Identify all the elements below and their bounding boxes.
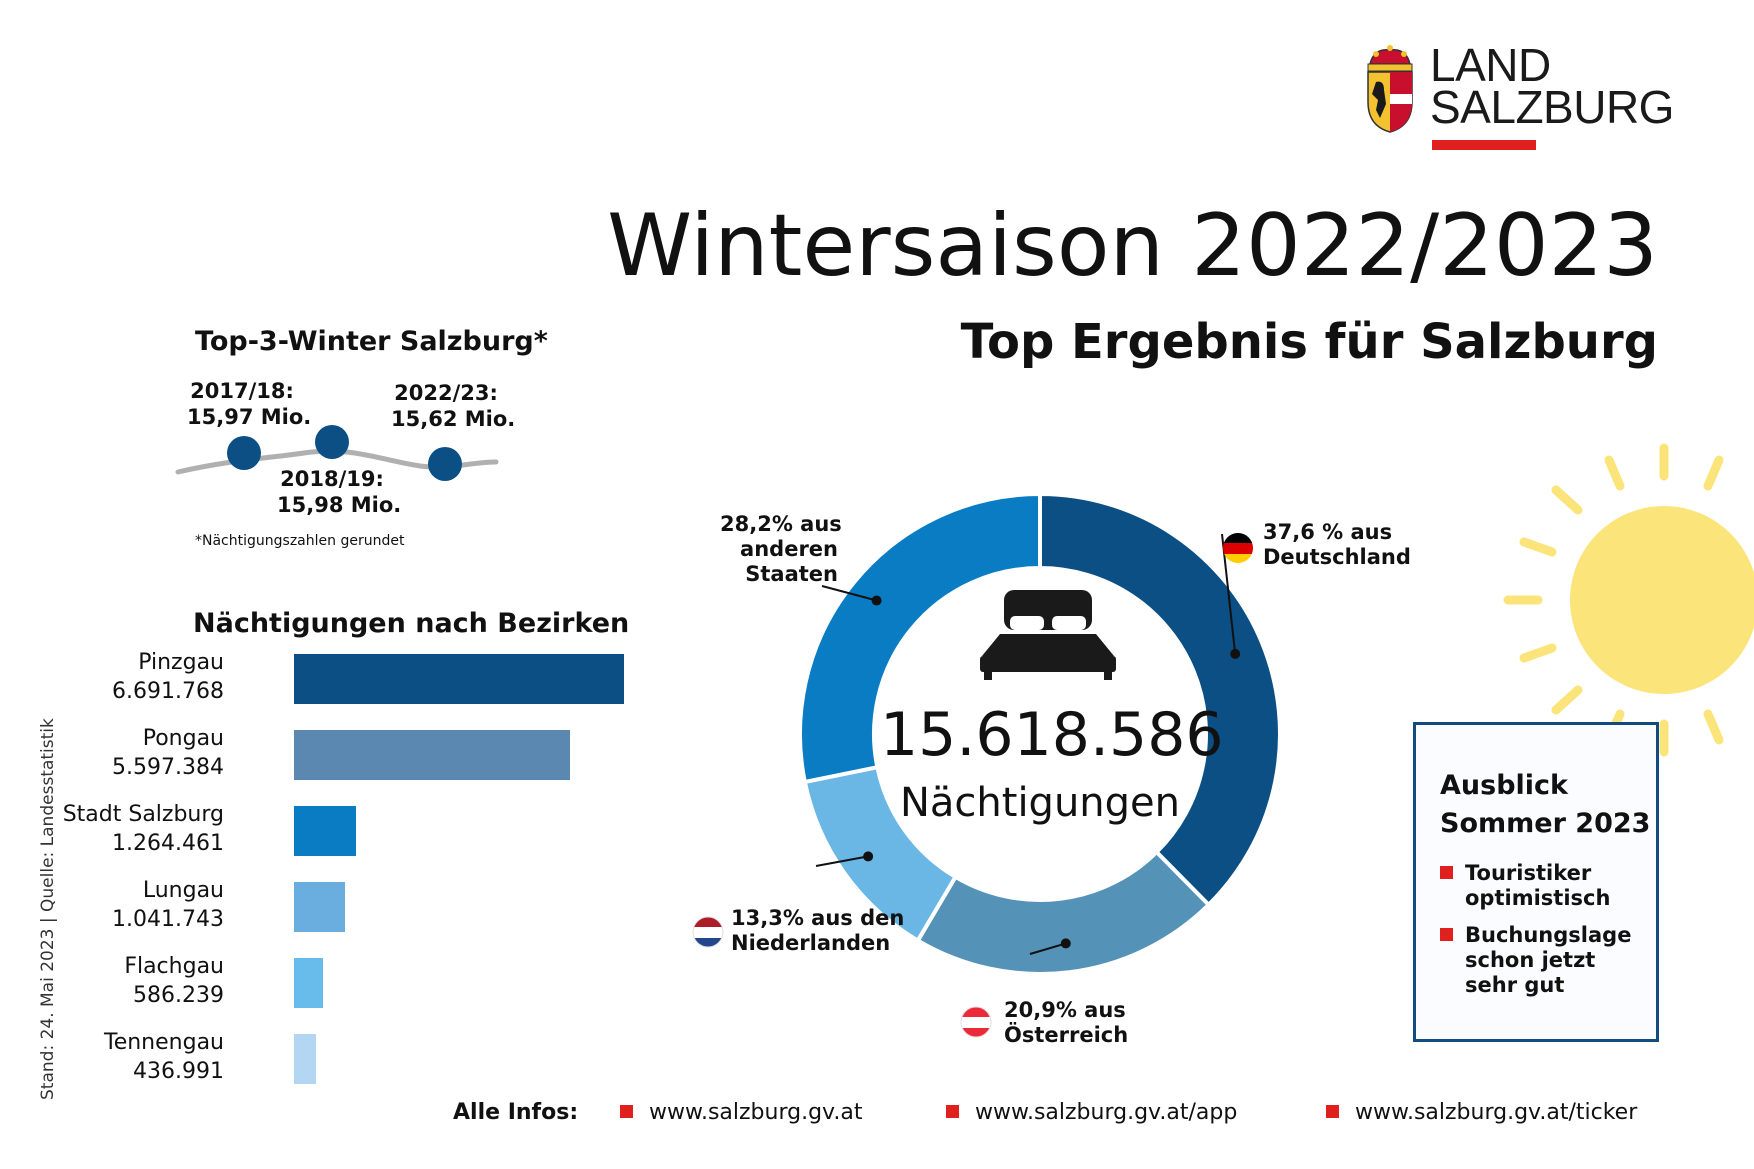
district-bar-chart: Pinzgau 6.691.768 Pongau 5.597.384 Stadt Sal… xyxy=(0,648,700,1098)
bar-value-label: 586.239 xyxy=(133,983,224,1008)
bar-value-label: 1.041.743 xyxy=(112,907,224,932)
top3-point-2018-19 xyxy=(315,425,349,459)
bar-chart-title: Nächtigungen nach Bezirken xyxy=(193,608,630,639)
bar-value-label: 6.691.768 xyxy=(112,679,224,704)
land-salzburg-logo xyxy=(1367,45,1413,133)
bar-category-label: Pinzgau xyxy=(138,650,224,675)
coat-of-arms-icon xyxy=(1367,45,1413,133)
donut-pointer-line xyxy=(1029,942,1067,955)
donut-slice xyxy=(915,849,1212,976)
top3-label-2018-19: 2018/19: 15,98 Mio. xyxy=(277,467,402,517)
bar-category-label: Stadt Salzburg xyxy=(62,802,224,827)
top3-line-graphic xyxy=(175,425,499,481)
top3-footnote: *Nächtigungszahlen gerundet xyxy=(195,533,405,549)
donut-label-oesterreich: 20,9% aus Österreich xyxy=(1004,998,1129,1047)
bar-label: Flachgau 586.239 xyxy=(124,952,224,1010)
donut-label-andere-staaten: 28,2% aus anderen Staaten xyxy=(720,512,842,586)
footer-label: Alle Infos: xyxy=(453,1100,579,1125)
page-subtitle: Top Ergebnis für Salzburg xyxy=(960,314,1658,370)
donut-pointer-line xyxy=(821,585,877,602)
logo-line-1: LAND xyxy=(1430,39,1551,91)
donut-slice xyxy=(1038,491,1280,908)
logo-text: LAND SALZBURG xyxy=(1430,39,1674,133)
top3-label-2022-23: 2022/23: 15,62 Mio. xyxy=(391,381,516,431)
outlook-item: Touristiker optimistisch xyxy=(1440,861,1610,911)
bar-row: Tennengau 436.991 xyxy=(0,1028,700,1088)
bar xyxy=(294,1034,316,1084)
bar-value-label: 1.264.461 xyxy=(112,831,224,856)
bar-row: Flachgau 586.239 xyxy=(0,952,700,1012)
logo-line-2: SALZBURG xyxy=(1430,81,1674,133)
page-title: Wintersaison 2022/2023 xyxy=(607,196,1658,296)
top3-heading: Top-3-Winter Salzburg* xyxy=(195,326,548,357)
bullet-square-icon xyxy=(1326,1105,1339,1118)
donut-slice xyxy=(798,491,1042,785)
bar-label: Stadt Salzburg 1.264.461 xyxy=(63,800,224,858)
donut-pointer-line xyxy=(815,855,869,867)
bullet-square-icon xyxy=(1440,928,1453,941)
austria-flag-icon xyxy=(960,1006,992,1038)
bullet-square-icon xyxy=(620,1105,633,1118)
bar-category-label: Lungau xyxy=(142,878,224,903)
bar-row: Pongau 5.597.384 xyxy=(0,724,700,784)
top3-point-2022-23 xyxy=(428,447,462,481)
source-note: Stand: 24. Mai 2023 | Quelle: Landesstat… xyxy=(38,718,58,1100)
logo-accent-bar xyxy=(1432,140,1536,150)
bar-category-label: Pongau xyxy=(142,726,224,751)
footer-link-main[interactable]: www.salzburg.gv.at xyxy=(620,1100,862,1125)
sun-icon xyxy=(1503,443,1754,757)
outlook-title: Ausblick Sommer 2023 xyxy=(1440,770,1651,839)
footer-link-app[interactable]: www.salzburg.gv.at/app xyxy=(946,1100,1237,1125)
donut-pointer-dot xyxy=(1060,938,1071,949)
bar-category-label: Flachgau xyxy=(124,954,224,979)
bar xyxy=(294,806,356,856)
bar-value-label: 5.597.384 xyxy=(112,755,224,780)
bar xyxy=(294,654,624,704)
bar-label: Lungau 1.041.743 xyxy=(112,876,224,934)
donut-label-deutschland: 37,6 % aus Deutschland xyxy=(1263,520,1411,569)
donut-label-niederlande: 13,3% aus den Niederlanden xyxy=(731,906,905,955)
top3-point-2017-18 xyxy=(227,436,261,470)
netherlands-flag-icon xyxy=(692,916,724,948)
bullet-square-icon xyxy=(1440,866,1453,879)
bar-label: Pongau 5.597.384 xyxy=(112,724,224,782)
donut-pointer-line xyxy=(1221,533,1237,654)
bar xyxy=(294,958,323,1008)
bar-label: Tennengau 436.991 xyxy=(104,1028,224,1086)
donut-center-number: 15.618.586 xyxy=(880,700,1224,770)
bar xyxy=(294,730,570,780)
bar-row: Lungau 1.041.743 xyxy=(0,876,700,936)
bar-row: Pinzgau 6.691.768 xyxy=(0,648,700,708)
footer-link-ticker[interactable]: www.salzburg.gv.at/ticker xyxy=(1326,1100,1637,1125)
outlook-box: Ausblick Sommer 2023 Touristiker optimist… xyxy=(1413,722,1659,1042)
bar xyxy=(294,882,345,932)
bed-icon xyxy=(980,590,1116,680)
top3-label-2017-18: 2017/18: 15,97 Mio. xyxy=(187,379,312,429)
bar-value-label: 436.991 xyxy=(133,1059,224,1084)
bar-category-label: Tennengau xyxy=(104,1030,224,1055)
germany-flag-icon xyxy=(1223,533,1253,563)
bullet-square-icon xyxy=(946,1105,959,1118)
bar-row: Stadt Salzburg 1.264.461 xyxy=(0,800,700,860)
nights-donut-chart xyxy=(798,491,1280,976)
outlook-item: Buchungslage schon jetzt sehr gut xyxy=(1440,923,1631,998)
donut-center-label: Nächtigungen xyxy=(899,780,1181,826)
bar-label: Pinzgau 6.691.768 xyxy=(112,648,224,706)
